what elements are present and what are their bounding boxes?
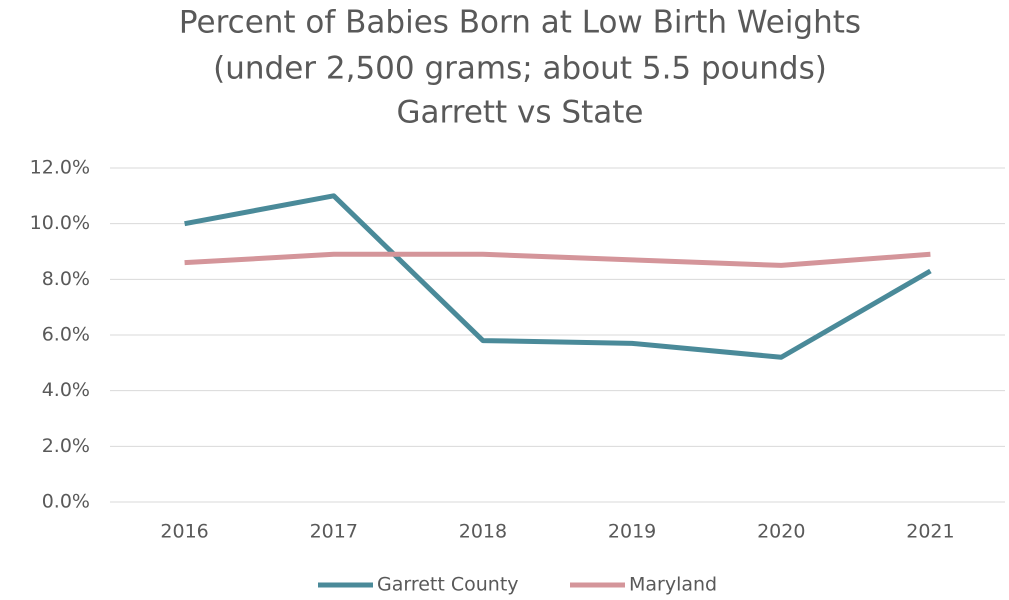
x-tick-label: 2017	[310, 521, 358, 543]
y-tick-label: 0.0%	[42, 491, 90, 513]
chart-title: Percent of Babies Born at Low Birth Weig…	[179, 5, 861, 41]
y-tick-label: 10.0%	[30, 212, 90, 234]
y-tick-label: 8.0%	[42, 268, 90, 290]
legend-label: Maryland	[629, 574, 717, 596]
chart-title: Garrett vs State	[397, 95, 644, 131]
legend-label: Garrett County	[377, 574, 519, 596]
x-tick-label: 2020	[757, 521, 805, 543]
x-tick-label: 2018	[459, 521, 507, 543]
chart-title: (under 2,500 grams; about 5.5 pounds)	[213, 51, 827, 87]
data-line	[184, 193, 932, 360]
x-tick-label: 2019	[608, 521, 656, 543]
x-tick-label: 2016	[160, 521, 208, 543]
x-tick-label: 2021	[906, 521, 954, 543]
y-tick-label: 4.0%	[42, 379, 90, 401]
y-tick-label: 12.0%	[30, 157, 90, 179]
y-tick-label: 2.0%	[42, 435, 90, 457]
y-tick-label: 6.0%	[42, 324, 90, 346]
data-line	[184, 251, 931, 268]
